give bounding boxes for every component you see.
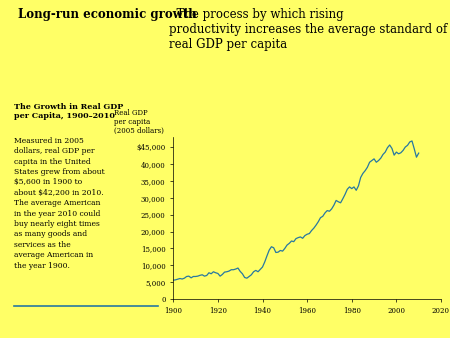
Text: Long-run economic growth: Long-run economic growth	[18, 8, 197, 21]
Text: Measured in 2005
dollars, real GDP per
capita in the United
States grew from abo: Measured in 2005 dollars, real GDP per c…	[14, 137, 104, 270]
Text: Real GDP
per capita
(2005 dollars): Real GDP per capita (2005 dollars)	[114, 109, 164, 135]
Text: The process by which rising
productivity increases the average standard of livin: The process by which rising productivity…	[169, 8, 450, 51]
Text: The Growth in Real GDP
per Capita, 1900–2010: The Growth in Real GDP per Capita, 1900–…	[14, 103, 123, 120]
